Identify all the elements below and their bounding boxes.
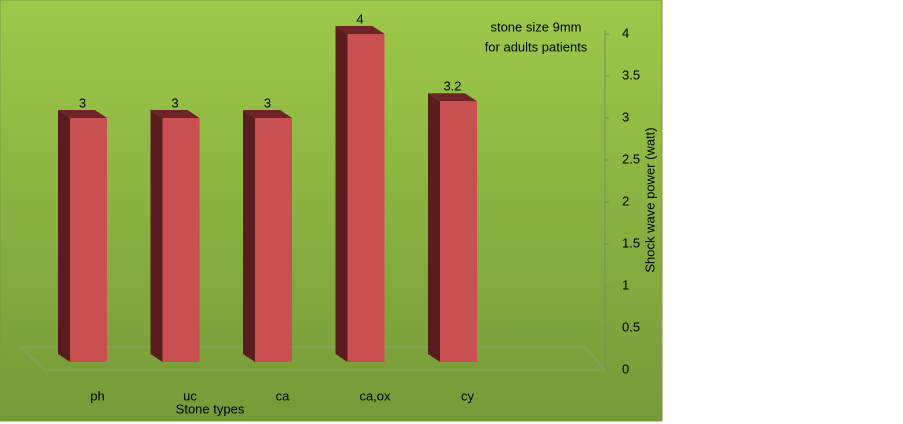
y-tick-label: 2 [622,193,629,208]
annotation: for adults patients [485,39,588,54]
x-tick-label: cy [461,388,475,403]
data-label: 3 [264,95,271,110]
y-tick-label: 0.5 [622,319,640,334]
bar [440,101,477,362]
data-label: 3 [171,95,178,110]
x-tick-label: uc [183,388,197,403]
y-tick-label: 1 [622,277,629,292]
y-axis-label: Shock wave power (watt) [642,127,657,272]
bar-side [428,93,440,362]
bar [347,34,385,362]
bar-top [335,26,385,34]
y-tick-label: 3.5 [622,67,640,82]
bar-top [150,110,200,118]
y-tick-label: 4 [622,25,629,40]
bar-side [58,110,70,362]
chart-background [0,0,663,422]
x-tick-label: ca [276,388,291,403]
bar-side [335,26,348,362]
y-tick-label: 3 [622,109,629,124]
y-tick-label: 2.5 [622,151,640,166]
data-label: 3.2 [443,79,461,94]
bar [255,118,292,362]
bar-top [243,110,292,118]
bar-side [150,110,163,362]
y-tick-label: 1.5 [622,235,640,250]
bar-top [58,110,107,118]
bar [70,118,107,362]
y-tick-label: 0 [622,361,629,376]
bar-side [243,110,255,362]
data-label: 4 [356,11,363,26]
x-tick-label: ca,ox [359,388,391,403]
x-tick-label: ph [90,388,104,403]
bar [162,118,200,362]
annotation: stone size 9mm [490,19,581,34]
x-axis-label: Stone types [176,401,245,416]
data-label: 3 [79,95,86,110]
bar-top [428,93,477,102]
